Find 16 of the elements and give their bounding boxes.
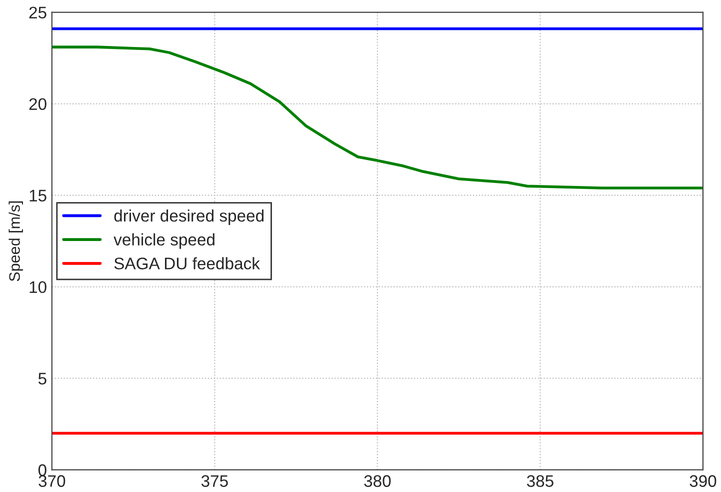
y-tick-label: 10 [30, 281, 46, 294]
y-tick-label: 15 [30, 190, 46, 202]
line-series [52, 46, 703, 190]
y-tick-label: 20 [29, 98, 46, 110]
legend-label: driver desired speed [114, 209, 264, 225]
x-tick-label: 370 [38, 475, 66, 487]
y-axis-title: Speed [m/s] [8, 201, 23, 282]
y-tick-label: 0 [38, 464, 46, 476]
x-tick-label: 385 [526, 475, 554, 487]
legend-label: SAGA DU feedback [114, 257, 260, 270]
y-tick-label: 25 [29, 6, 46, 19]
x-tick-label: 375 [201, 475, 228, 487]
x-tick-label: 380 [364, 475, 391, 487]
y-tick-label: 5 [38, 372, 46, 385]
legend-label: vehicle speed [114, 233, 214, 249]
x-tick-label: 390 [690, 475, 716, 487]
